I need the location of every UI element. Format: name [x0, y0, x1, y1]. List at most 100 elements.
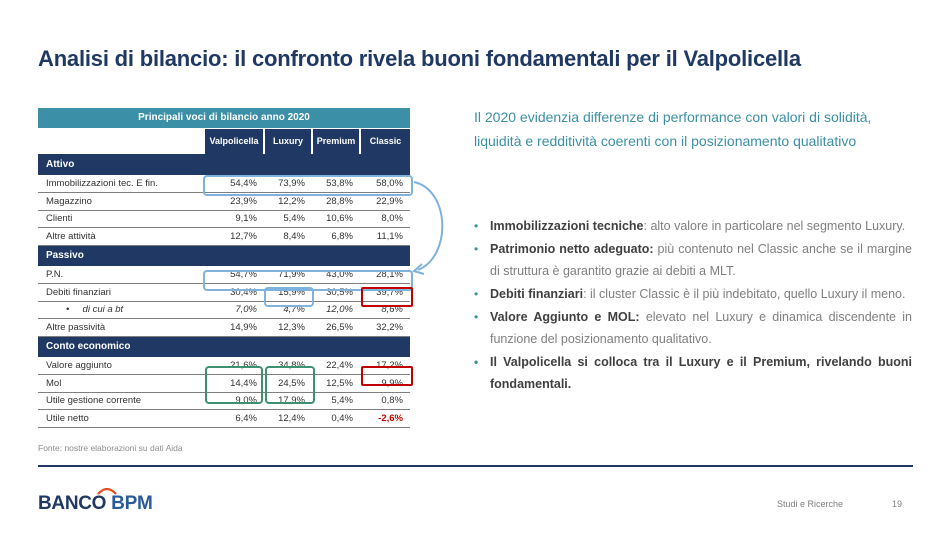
row-label: Immobilizzazioni tec. E fin. [38, 175, 204, 193]
row-label: Altre passività [38, 318, 204, 337]
list-item: • Il Valpolicella si colloca tra il Luxur… [474, 351, 912, 395]
table-row: Mol 14,4% 24,5% 12,5% 9,9% [38, 374, 410, 393]
bullet-text: più contenuto nel Classic anche se il ma… [490, 242, 913, 278]
section-header-conto-economico: Conto economico [38, 336, 410, 357]
list-item: • Debiti finanziari: il cluster Classic è… [474, 283, 912, 305]
bullet-bold: Patrimonio netto adeguato: [490, 242, 654, 256]
row-label: Mol [38, 374, 204, 393]
logo-text-banco: BANCO [38, 493, 112, 514]
bullet-bold: Valore Aggiunto e MOL: [490, 310, 640, 324]
cell-value: 21,6% [204, 357, 264, 375]
cell-value: 71,9% [264, 266, 312, 284]
column-header-valpolicella: Valpolicella [203, 128, 264, 154]
header-blank-cell [38, 128, 204, 154]
list-item: • Valore Aggiunto e MOL: elevato nel Luxu… [474, 306, 912, 350]
cell-value: 12,2% [264, 192, 312, 211]
row-label: • di cui a bt [38, 301, 204, 319]
cell-value: 39,7% [360, 283, 410, 302]
bullet-bold: Il Valpolicella si colloca tra il Luxury… [490, 355, 912, 391]
cell-value: 22,9% [360, 192, 410, 211]
footer-divider [38, 465, 913, 467]
row-label: Clienti [38, 210, 204, 228]
table-row: Valore aggiunto 21,6% 34,8% 22,4% 17,2% [38, 357, 410, 375]
table-row: Utile netto 6,4% 12,4% 0,4% -2,6% [38, 409, 410, 428]
cell-value: 23,9% [204, 192, 264, 211]
bullet-dot: • [66, 304, 83, 316]
bullet-bold: Debiti finanziari [490, 287, 584, 301]
cell-value: 17,2% [360, 357, 410, 375]
column-header-luxury: Luxury [263, 128, 312, 154]
bullet-text: elevato nel Luxury e dinamica discendent… [490, 310, 912, 346]
row-label: Utile netto [38, 409, 204, 428]
bullet-text: : il cluster Classic è il più indebitato… [583, 287, 906, 301]
cell-value: 0,4% [312, 409, 360, 428]
column-header-classic: Classic [359, 128, 410, 154]
cell-value: 12,3% [264, 318, 312, 337]
cell-value: 0,8% [360, 392, 410, 410]
bullet-icon: • [474, 219, 479, 233]
cell-value: 43,0% [312, 266, 360, 284]
cell-value: 53,8% [312, 175, 360, 193]
cell-value: 58,0% [360, 175, 410, 193]
cell-value: 14,9% [204, 318, 264, 337]
cell-value: 22,4% [312, 357, 360, 375]
footer-section-label: Studi e Ricerche [777, 499, 844, 509]
table-row: Utile gestione corrente 9,0% 17,9% 5,4% 0,8% [38, 392, 410, 410]
table-row: Immobilizzazioni tec. E fin. 54,4% 73,9% 53… [38, 175, 410, 193]
cell-value: 11,1% [360, 227, 410, 246]
table-row: • di cui a bt 7,0% 4,7% 12,0% 8,6% [38, 301, 410, 319]
section-header-attivo: Attivo [38, 154, 410, 175]
cell-value: 73,9% [264, 175, 312, 193]
page-number: 19 [892, 499, 903, 509]
cell-value: 8,6% [360, 301, 410, 319]
bullet-text: : alto valore in particolare nel segment… [643, 219, 906, 233]
cell-value: 17,9% [264, 392, 312, 410]
row-label: Magazzino [38, 192, 204, 211]
bullet-icon: • [474, 355, 479, 369]
table-row: Altre passività 14,9% 12,3% 26,5% 32,2% [38, 318, 410, 337]
banco-bpm-logo: BANCO BPM [38, 493, 153, 515]
bullet-icon: • [474, 287, 479, 301]
cell-value: 26,5% [312, 318, 360, 337]
cell-value: 8,0% [360, 210, 410, 228]
cell-value: 5,4% [264, 210, 312, 228]
cell-value-negative: -2,6% [360, 409, 410, 428]
bullet-bold: Immobilizzazioni tecniche [490, 219, 644, 233]
balance-sheet-table: Principali voci di bilancio anno 2020 Va… [38, 108, 410, 428]
cell-value: 6,8% [312, 227, 360, 246]
cell-value: 30,4% [204, 283, 264, 302]
cell-value: 10,6% [312, 210, 360, 228]
cell-value: 12,7% [204, 227, 264, 246]
cell-value: 8,4% [264, 227, 312, 246]
table-row: Altre attività 12,7% 8,4% 6,8% 11,1% [38, 227, 410, 246]
cell-value: 12,5% [312, 374, 360, 393]
cell-value: 15,9% [264, 283, 312, 302]
key-points-list: • Immobilizzazioni tecniche: alto valore … [474, 215, 912, 396]
cell-value: 6,4% [204, 409, 264, 428]
cell-value: 54,4% [204, 175, 264, 193]
intro-text: Il 2020 evidenzia differenze di performa… [474, 109, 872, 149]
cell-value: 32,2% [360, 318, 410, 337]
table-row: Clienti 9,1% 5,4% 10,6% 8,0% [38, 210, 410, 228]
cell-value: 5,4% [312, 392, 360, 410]
table-row: P.N. 54,7% 71,9% 43,0% 28,1% [38, 266, 410, 284]
cell-value: 24,5% [264, 374, 312, 393]
row-label-text: di cui a bt [82, 304, 124, 316]
column-header-premium: Premium [311, 128, 360, 154]
slide-title: Analisi di bilancio: il confronto rivela… [38, 46, 801, 71]
cell-value: 9,9% [360, 374, 410, 393]
curved-arrow-icon [411, 181, 444, 275]
row-label: P.N. [38, 266, 204, 284]
table-title: Principali voci di bilancio anno 2020 [38, 108, 410, 129]
source-note: Fonte: nostre elaborazioni su dati Aida [38, 443, 183, 453]
cell-value: 7,0% [204, 301, 264, 319]
bullet-icon: • [474, 242, 479, 256]
section-header-passivo: Passivo [38, 245, 410, 266]
row-label: Altre attività [38, 227, 204, 246]
logo-text-bpm: BPM [111, 493, 153, 514]
cell-value: 12,0% [312, 301, 360, 319]
banco-bpm-logo-mark-icon [97, 487, 117, 495]
cell-value: 9,1% [204, 210, 264, 228]
cell-value: 9,0% [204, 392, 264, 410]
row-label: Valore aggiunto [38, 357, 204, 375]
